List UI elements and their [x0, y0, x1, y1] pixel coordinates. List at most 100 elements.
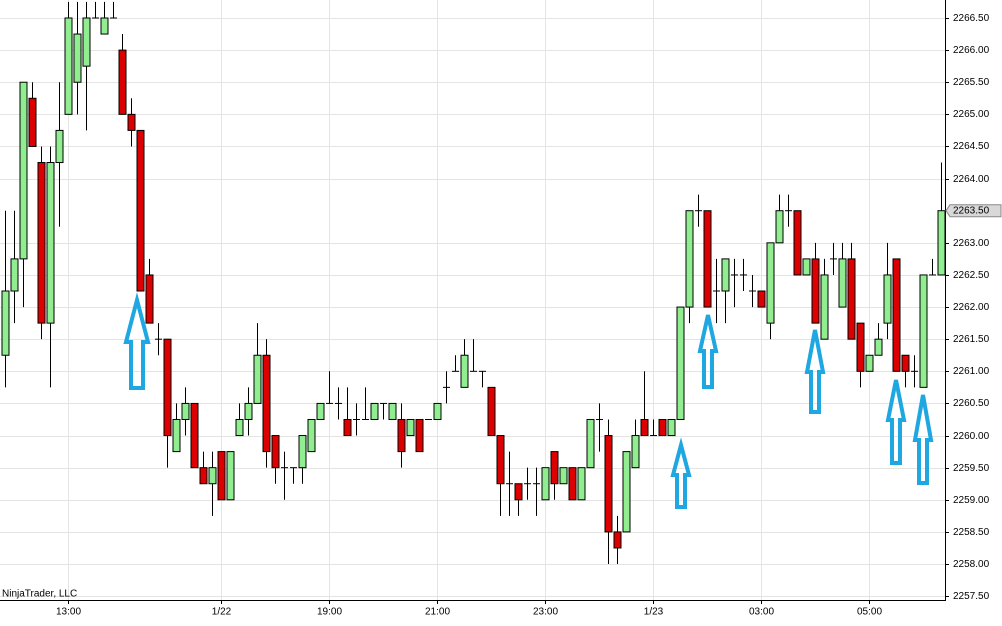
candle-body — [370, 402, 379, 420]
candle-body — [685, 210, 694, 308]
y-tick-label: 2260.50 — [953, 398, 990, 409]
x-tick-label: 23:00 — [533, 607, 558, 618]
y-tick-label: 2266.00 — [953, 45, 990, 56]
candle-body — [181, 402, 190, 420]
x-tick-label: 21:00 — [425, 607, 450, 618]
candle-body — [163, 338, 172, 437]
candle-body — [793, 210, 802, 276]
y-tick-label: 2265.50 — [953, 77, 990, 88]
candle-body — [820, 274, 829, 340]
y-tick-label: 2258.50 — [953, 527, 990, 538]
x-tick-label: 13:00 — [56, 607, 81, 618]
candle-body — [541, 467, 550, 501]
candle-body — [397, 418, 406, 453]
arrow — [123, 292, 151, 390]
candle-body — [118, 49, 127, 115]
candle-body — [937, 210, 946, 276]
candles — [1, 1, 946, 565]
candle-body — [226, 451, 235, 501]
candle-body — [190, 402, 199, 469]
candle-body — [127, 113, 136, 131]
candle-body — [1, 290, 10, 356]
x-tick-label: 1/22 — [212, 607, 232, 618]
candle-body — [316, 402, 325, 420]
last-price-label: 2263.50 — [953, 205, 990, 216]
candle-body — [82, 17, 91, 67]
y-tick-label: 2259.50 — [953, 463, 990, 474]
arrow — [670, 437, 692, 509]
y-tick-label: 2262.50 — [953, 270, 990, 281]
candle-body — [874, 338, 883, 356]
candle-body — [865, 354, 874, 372]
candle-body — [613, 531, 622, 549]
candle-body — [145, 274, 154, 324]
candle-body — [19, 81, 28, 260]
candle-body — [208, 467, 217, 485]
x-tick-label: 1/23 — [644, 607, 664, 618]
candle-body — [550, 451, 559, 485]
axes: 2257.50 2258.00 2258.50 2259.00 2259.50 2260.… — [56, 13, 1002, 618]
x-tick-label: 19:00 — [317, 607, 342, 618]
candle-body — [433, 402, 442, 420]
candle-body — [658, 418, 667, 437]
candle-body — [856, 322, 865, 372]
candle-body — [100, 17, 109, 35]
candle-body — [487, 386, 496, 437]
last-price-marker — [945, 204, 1002, 218]
candle-body — [73, 33, 82, 83]
candle-body — [10, 258, 19, 292]
candle-body — [919, 274, 928, 388]
candle-body — [172, 418, 181, 453]
candle-body — [892, 258, 901, 372]
candle-body — [838, 258, 847, 308]
candle-body — [343, 418, 352, 437]
candle-body — [235, 418, 244, 437]
candle-body — [676, 306, 685, 420]
y-tick-label: 2262.00 — [953, 302, 990, 313]
candle-body — [802, 258, 811, 276]
candle-body — [136, 129, 145, 292]
candle-body — [703, 210, 712, 308]
candle-body — [46, 162, 55, 324]
arrow — [697, 314, 719, 389]
candle-body — [460, 354, 469, 388]
y-tick-label: 2259.00 — [953, 495, 990, 506]
candle-body — [406, 418, 415, 437]
candle-body — [667, 418, 676, 437]
candle-body — [64, 17, 73, 115]
x-tick-label: 05:00 — [857, 607, 882, 618]
candle-body — [199, 467, 208, 485]
candle-body — [766, 242, 775, 324]
candle-body — [775, 210, 784, 244]
annotation-arrows — [123, 292, 934, 509]
y-tick-label: 2260.00 — [953, 431, 990, 442]
candle-body — [217, 451, 226, 501]
y-tick-label: 2263.00 — [953, 238, 990, 249]
x-tick-label: 03:00 — [749, 607, 774, 618]
y-tick-label: 2266.50 — [953, 13, 990, 24]
candle-body — [586, 418, 595, 469]
candle-body — [271, 435, 280, 469]
y-tick-label: 2261.00 — [953, 366, 990, 377]
candle-body — [847, 258, 856, 340]
candle-body — [622, 451, 631, 533]
candle-body — [37, 162, 46, 324]
candle-body — [883, 274, 892, 324]
y-tick-label: 2265.00 — [953, 109, 990, 120]
y-tick-label: 2258.00 — [953, 559, 990, 570]
candle-body — [640, 418, 649, 437]
arrow — [804, 329, 826, 414]
y-tick-label: 2264.00 — [953, 174, 990, 185]
candle-body — [514, 483, 523, 501]
candle-body — [262, 354, 271, 453]
y-tick-label: 2257.50 — [953, 591, 990, 602]
candle-body — [253, 354, 262, 404]
watermark: NinjaTrader, LLC — [2, 589, 77, 600]
y-tick-label: 2261.50 — [953, 334, 990, 345]
candle-body — [568, 467, 577, 501]
candle-body — [559, 467, 568, 485]
y-tick-label: 2264.50 — [953, 141, 990, 152]
candle-body — [577, 467, 586, 501]
